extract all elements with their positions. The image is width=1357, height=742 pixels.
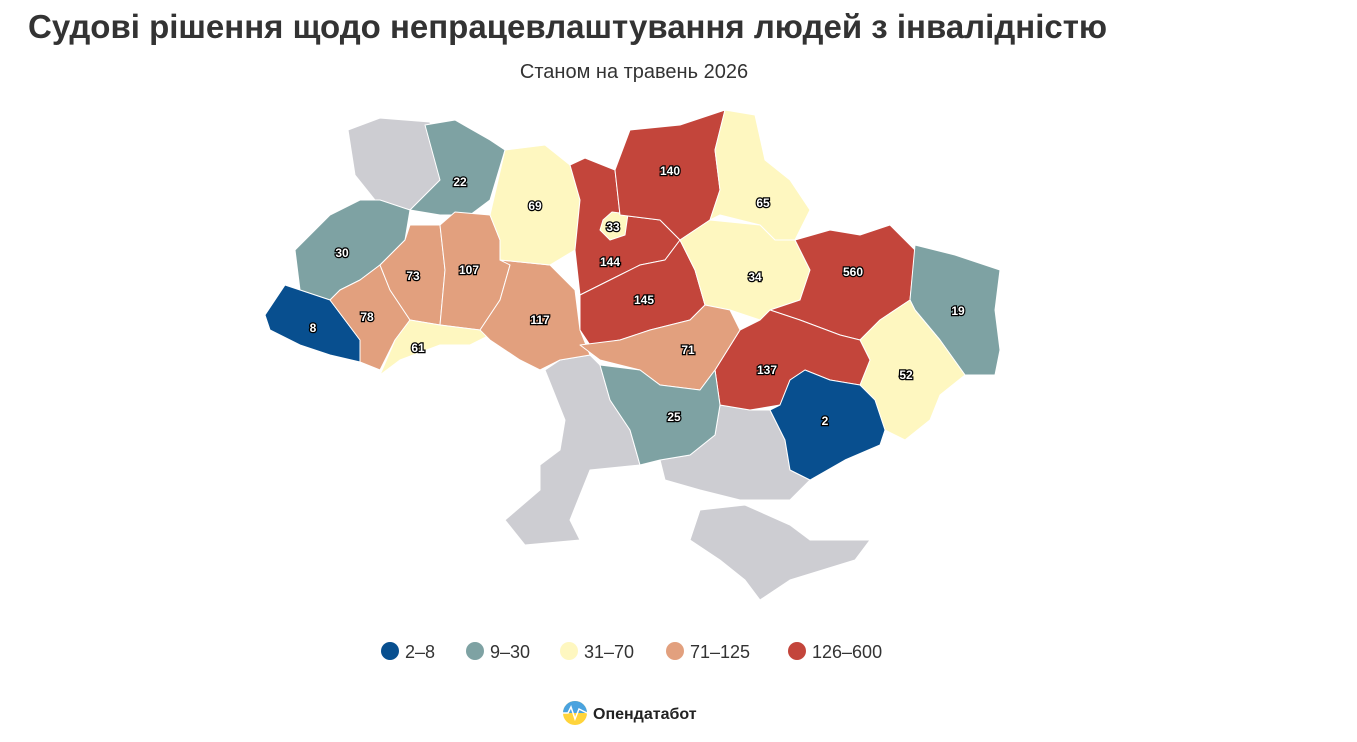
region-label: 69 <box>528 199 542 213</box>
region <box>599 211 629 241</box>
region-label: 560 <box>843 265 863 279</box>
logo-text: Опендатабот <box>593 706 697 723</box>
logo: Опендатабот <box>563 701 697 725</box>
legend-label: 126–600 <box>812 642 882 662</box>
region <box>709 109 811 241</box>
region-label: 33 <box>606 220 620 234</box>
legend-label: 31–70 <box>584 642 634 662</box>
region <box>769 369 886 481</box>
region-label: 137 <box>757 363 777 377</box>
region-label: 34 <box>748 270 762 284</box>
region <box>409 119 506 216</box>
legend-marker <box>666 642 684 660</box>
region-no-data <box>689 504 871 601</box>
legend: 2–8 9–30 31–70 71–125 126–600 <box>381 642 882 662</box>
map: 22 30 8 78 73 107 61 117 69 144 33 145 1… <box>264 109 1001 601</box>
region-no-data <box>504 354 641 546</box>
region-label: 8 <box>310 321 317 335</box>
region-label: 25 <box>667 410 681 424</box>
legend-label: 9–30 <box>490 642 530 662</box>
title: Судові рішення щодо непрацевлаштування л… <box>28 8 1107 45</box>
region-label: 107 <box>459 263 479 277</box>
region-label: 145 <box>634 293 654 307</box>
region-label: 65 <box>756 196 770 210</box>
legend-marker <box>788 642 806 660</box>
region-label: 140 <box>660 164 680 178</box>
region-label: 19 <box>951 304 965 318</box>
region <box>379 319 491 376</box>
region <box>479 259 591 371</box>
legend-marker <box>381 642 399 660</box>
region <box>489 144 581 266</box>
region-label: 52 <box>899 368 913 382</box>
region-label: 144 <box>600 255 620 269</box>
region <box>599 364 721 466</box>
region-label: 71 <box>681 343 695 357</box>
legend-label: 2–8 <box>405 642 435 662</box>
region-label: 117 <box>530 313 550 327</box>
region-label: 2 <box>822 414 829 428</box>
region-label: 78 <box>360 310 374 324</box>
region-label: 22 <box>453 175 467 189</box>
legend-marker <box>466 642 484 660</box>
region-label: 61 <box>411 341 425 355</box>
region-label: 30 <box>335 246 349 260</box>
legend-marker <box>560 642 578 660</box>
subtitle: Станом на травень 2026 <box>520 61 748 83</box>
logo-icon <box>563 705 588 722</box>
region-label: 73 <box>406 269 420 283</box>
legend-label: 71–125 <box>690 642 750 662</box>
